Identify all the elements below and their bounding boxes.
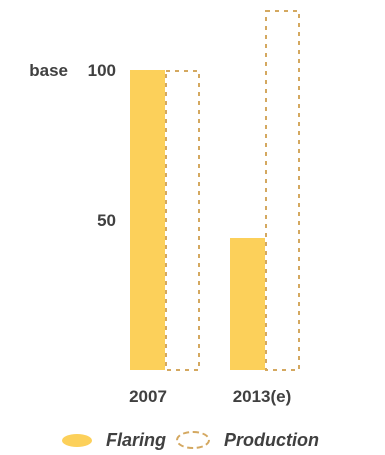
- legend-swatch-production: [176, 431, 211, 449]
- x-ticks-group: 2007 2013(e): [129, 387, 291, 406]
- y-tick-label-50: 50: [97, 211, 116, 230]
- x-tick-label-2013e: 2013(e): [233, 387, 292, 406]
- base-label: base: [29, 61, 68, 80]
- bars-group: [130, 10, 300, 371]
- bar-flaring-2007: [130, 70, 165, 370]
- bar-flaring-2013e: [230, 238, 265, 370]
- legend-label-flaring: Flaring: [106, 429, 167, 450]
- bar-production-2007: [165, 70, 200, 371]
- y-tick-label-100: 100: [88, 61, 116, 80]
- legend-label-production: Production: [224, 429, 320, 450]
- y-ticks-group: 100 50 base: [29, 61, 116, 230]
- bar-production-2013e: [265, 10, 300, 371]
- x-tick-label-2007: 2007: [129, 387, 167, 406]
- legend-item-production: Production: [176, 430, 319, 451]
- legend: Flaring Production: [62, 428, 329, 452]
- legend-swatch-flaring: [62, 433, 92, 447]
- legend-item-flaring: Flaring: [62, 430, 166, 451]
